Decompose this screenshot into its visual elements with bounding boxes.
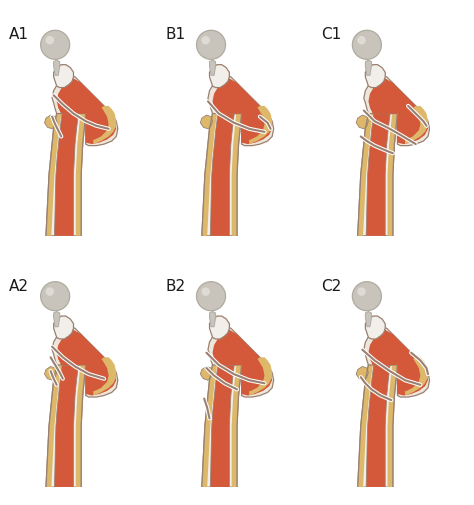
Polygon shape (388, 114, 397, 236)
Polygon shape (202, 114, 217, 236)
Polygon shape (202, 114, 242, 236)
Polygon shape (57, 79, 116, 145)
Polygon shape (55, 365, 78, 487)
Polygon shape (46, 365, 61, 487)
Polygon shape (356, 116, 368, 130)
Polygon shape (54, 66, 73, 88)
Polygon shape (210, 61, 216, 76)
Polygon shape (248, 358, 272, 396)
Polygon shape (210, 317, 229, 339)
Polygon shape (54, 312, 60, 327)
Polygon shape (55, 114, 78, 236)
Circle shape (352, 31, 382, 60)
Circle shape (41, 282, 70, 311)
Polygon shape (208, 327, 273, 397)
Polygon shape (365, 66, 385, 88)
Polygon shape (201, 116, 212, 130)
Polygon shape (388, 365, 397, 487)
Text: C1: C1 (321, 27, 341, 42)
Circle shape (41, 31, 70, 60)
Circle shape (46, 288, 54, 296)
Text: B1: B1 (165, 27, 185, 42)
Polygon shape (202, 365, 217, 487)
Polygon shape (364, 327, 429, 397)
Circle shape (197, 282, 226, 311)
Polygon shape (210, 114, 234, 236)
Polygon shape (232, 365, 242, 487)
Polygon shape (46, 114, 86, 236)
Polygon shape (92, 358, 116, 396)
Polygon shape (54, 61, 60, 76)
Polygon shape (201, 367, 212, 380)
Polygon shape (358, 114, 373, 236)
Circle shape (46, 37, 54, 45)
Polygon shape (57, 330, 116, 396)
Polygon shape (46, 114, 61, 236)
Text: C2: C2 (321, 278, 341, 293)
Polygon shape (214, 81, 264, 142)
Circle shape (352, 282, 382, 311)
Polygon shape (370, 332, 420, 393)
Polygon shape (366, 114, 390, 236)
Polygon shape (46, 365, 86, 487)
Polygon shape (212, 330, 272, 396)
Circle shape (197, 31, 226, 60)
Polygon shape (365, 61, 372, 76)
Polygon shape (365, 312, 372, 327)
Polygon shape (366, 365, 390, 487)
Polygon shape (208, 76, 273, 146)
Polygon shape (92, 107, 116, 145)
Polygon shape (54, 317, 73, 339)
Polygon shape (210, 312, 216, 327)
Polygon shape (403, 107, 428, 145)
Polygon shape (202, 365, 242, 487)
Polygon shape (248, 107, 272, 145)
Polygon shape (358, 365, 397, 487)
Circle shape (357, 37, 366, 45)
Polygon shape (212, 79, 272, 145)
Circle shape (201, 37, 210, 45)
Text: A2: A2 (9, 278, 29, 293)
Polygon shape (52, 327, 118, 397)
Polygon shape (358, 365, 373, 487)
Polygon shape (76, 114, 86, 236)
Polygon shape (45, 367, 57, 380)
Polygon shape (365, 317, 385, 339)
Text: A1: A1 (9, 27, 29, 42)
Polygon shape (232, 114, 242, 236)
Polygon shape (58, 332, 109, 393)
Text: B2: B2 (165, 278, 185, 293)
Polygon shape (403, 358, 428, 396)
Circle shape (201, 288, 210, 296)
Polygon shape (356, 367, 368, 380)
Polygon shape (210, 365, 234, 487)
Polygon shape (52, 76, 118, 146)
Polygon shape (364, 76, 429, 146)
Polygon shape (76, 365, 86, 487)
Polygon shape (368, 79, 428, 145)
Polygon shape (358, 114, 397, 236)
Polygon shape (370, 81, 420, 142)
Polygon shape (210, 66, 229, 88)
Polygon shape (58, 81, 109, 142)
Circle shape (357, 288, 366, 296)
Polygon shape (368, 330, 428, 396)
Polygon shape (214, 332, 264, 393)
Polygon shape (45, 116, 57, 130)
